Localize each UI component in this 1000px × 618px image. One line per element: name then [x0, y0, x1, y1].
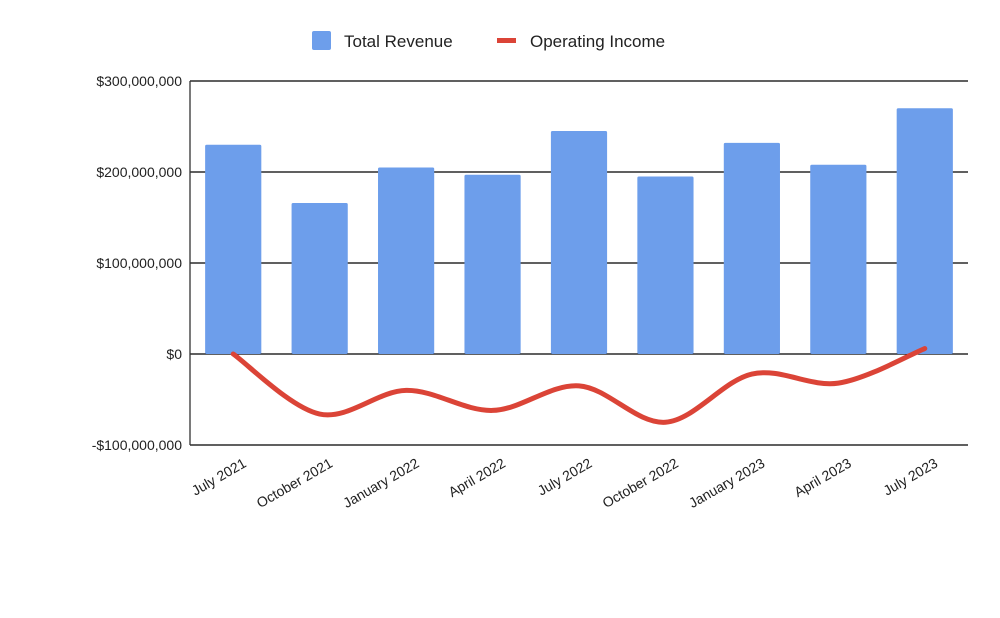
bar-total-revenue — [205, 144, 262, 354]
bar-total-revenue — [896, 108, 953, 354]
bar-total-revenue — [723, 142, 780, 354]
x-tick-label: July 2023 — [880, 455, 940, 499]
x-tick-label: July 2022 — [535, 455, 595, 499]
x-tick-label: April 2023 — [791, 455, 854, 500]
x-axis-tick-labels: July 2021 October 2021 January 2022 April 2… — [189, 455, 941, 511]
legend: Total Revenue Operating Income — [312, 31, 665, 51]
bar-total-revenue — [291, 202, 348, 354]
line-series — [230, 346, 928, 425]
line-operating-income — [230, 346, 928, 425]
y-tick-label: -$100,000,000 — [92, 437, 183, 453]
x-tick-label: October 2022 — [599, 455, 681, 511]
y-tick-label: $100,000,000 — [96, 255, 182, 271]
legend-label-operating-income: Operating Income — [530, 32, 665, 51]
x-tick-label: January 2023 — [686, 455, 768, 511]
y-axis-tick-labels: $300,000,000 $200,000,000 $100,000,000 $0 -$… — [92, 73, 183, 453]
bar-total-revenue — [464, 174, 521, 354]
y-tick-label: $300,000,000 — [96, 73, 182, 89]
bar-series — [205, 108, 953, 354]
y-tick-label: $200,000,000 — [96, 164, 182, 180]
y-tick-label: $0 — [166, 346, 182, 362]
x-tick-label: January 2022 — [340, 455, 422, 511]
bar-total-revenue — [637, 176, 694, 354]
x-tick-label: April 2022 — [445, 455, 508, 500]
x-tick-label: October 2021 — [254, 455, 336, 511]
x-tick-label: July 2021 — [189, 455, 249, 499]
bar-total-revenue — [810, 164, 867, 354]
bar-total-revenue — [378, 167, 435, 354]
bar-total-revenue — [550, 131, 608, 354]
legend-label-total-revenue: Total Revenue — [344, 32, 453, 51]
legend-swatch-total-revenue — [312, 31, 331, 50]
